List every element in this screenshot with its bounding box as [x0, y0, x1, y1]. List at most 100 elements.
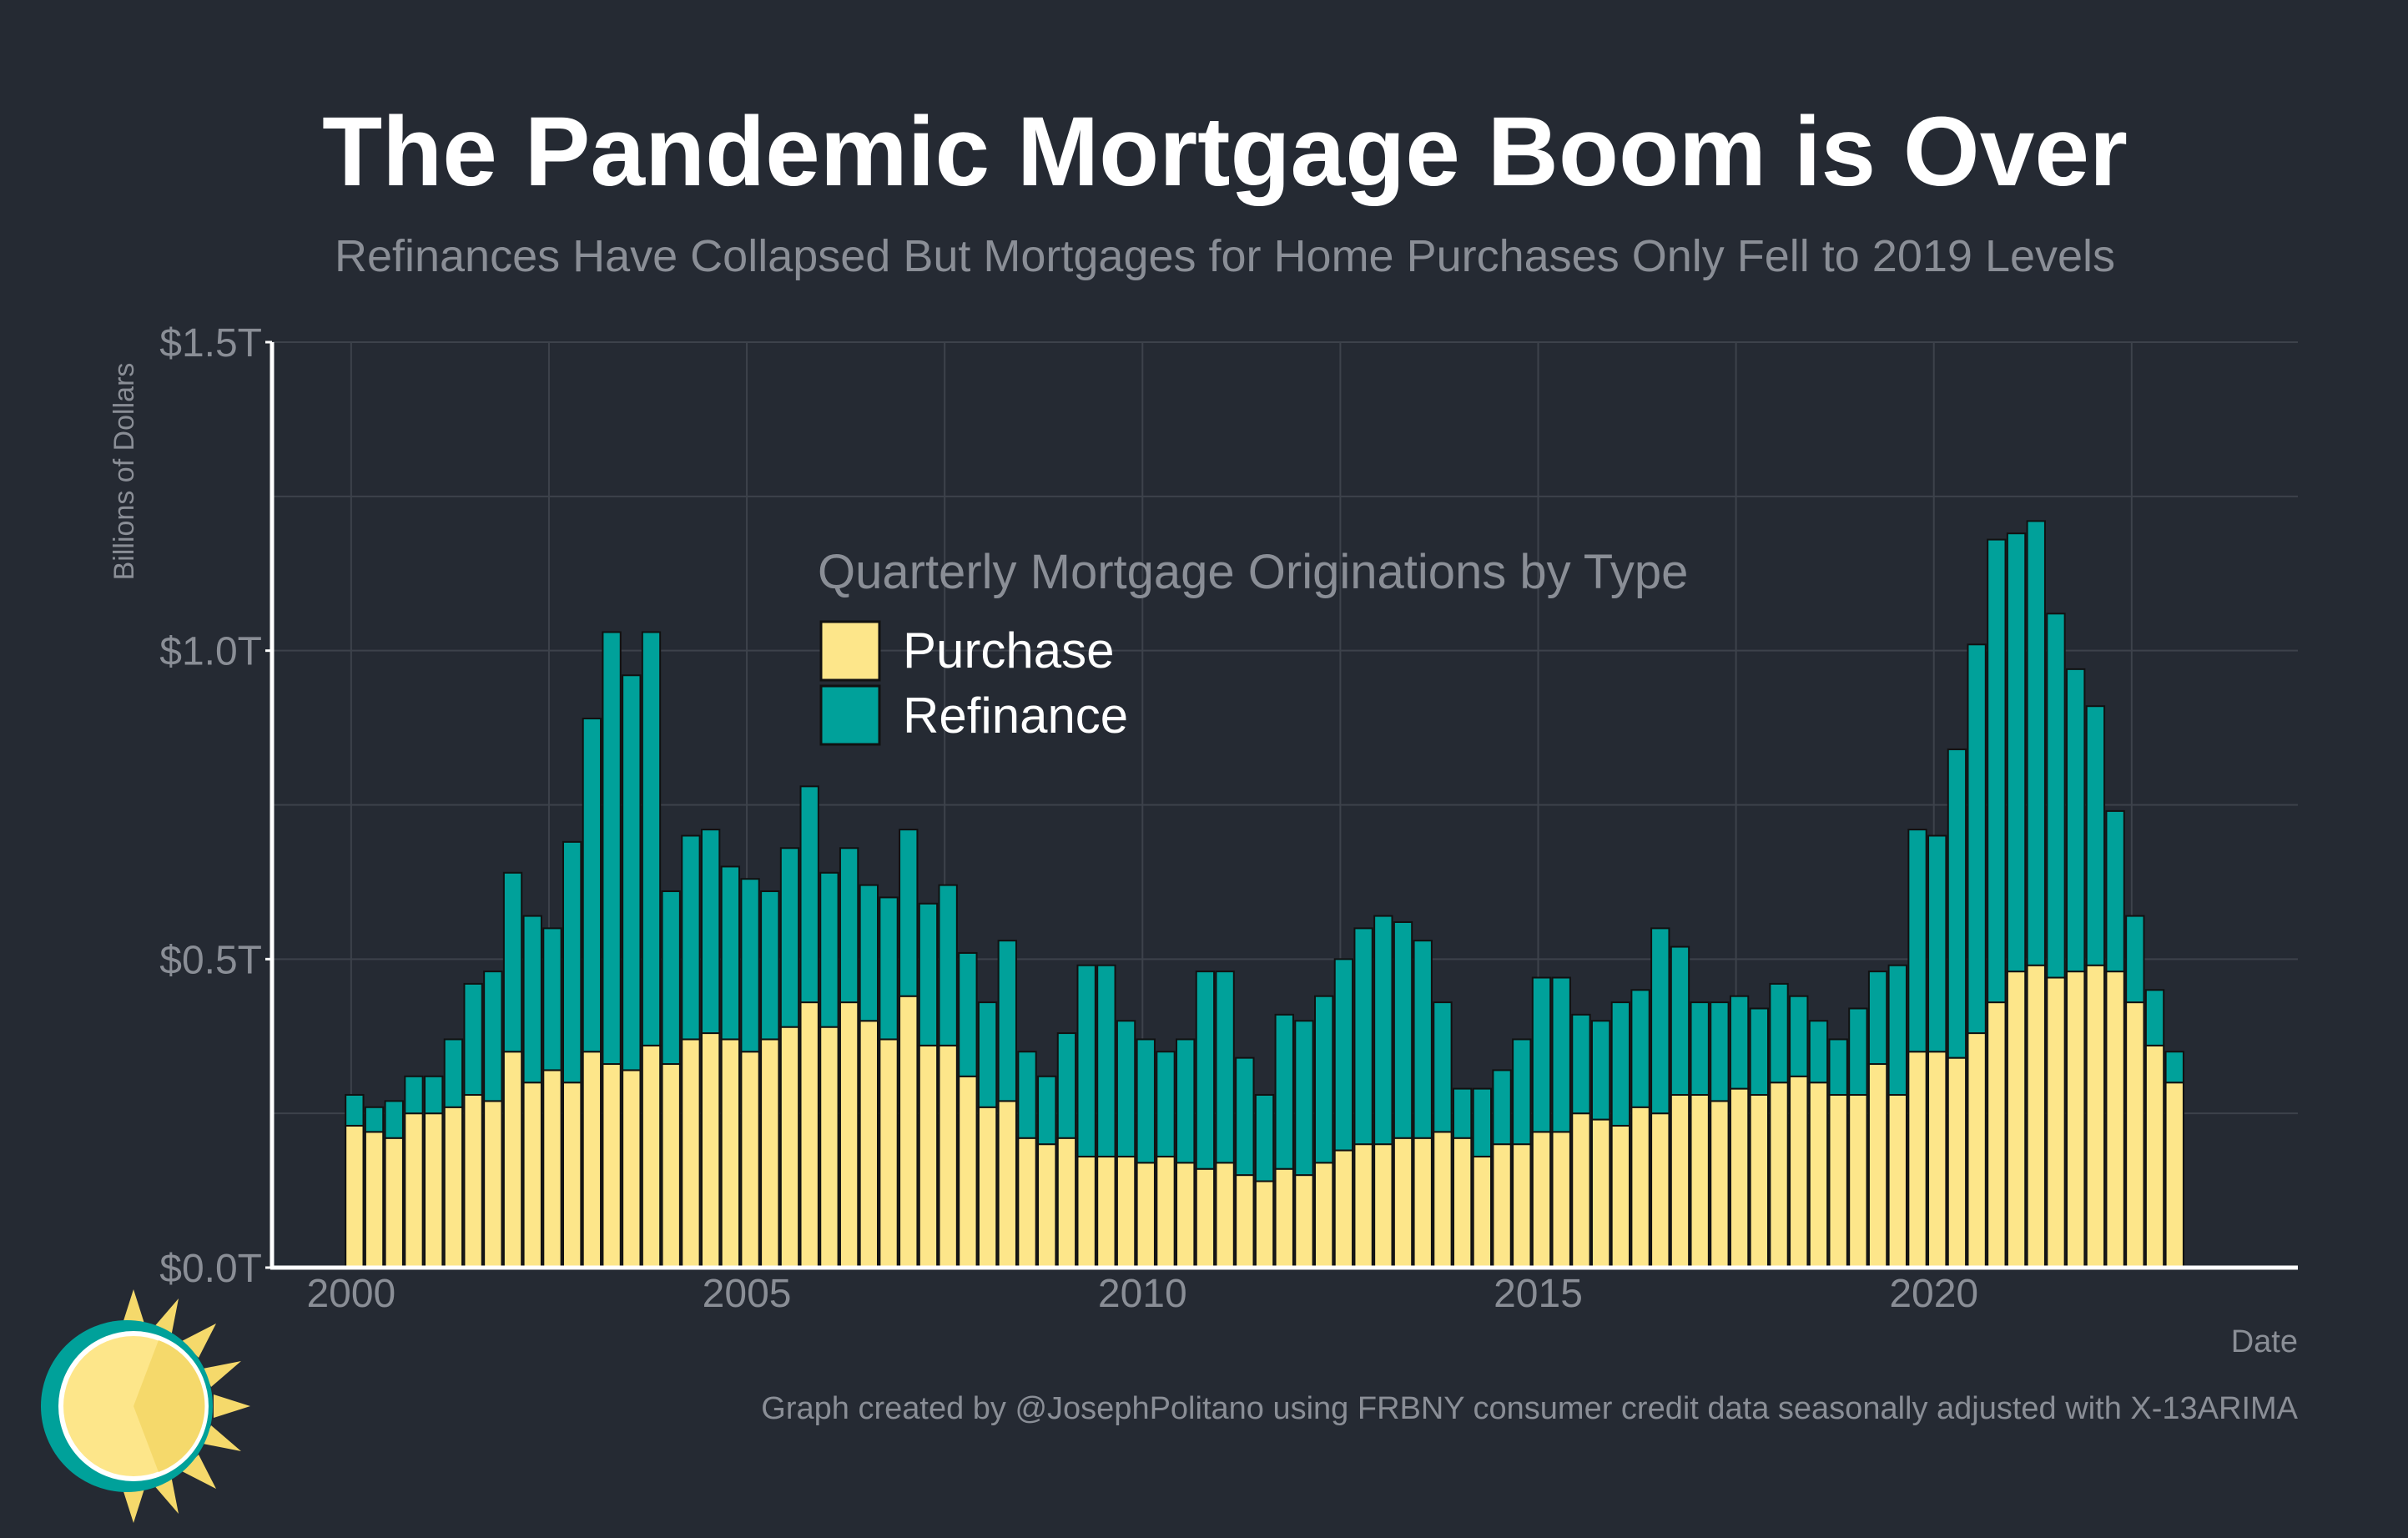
bar-refinance — [1630, 989, 1650, 1108]
bar-purchase — [641, 1044, 662, 1268]
bar-refinance — [1176, 1038, 1196, 1164]
bar-purchase — [602, 1063, 622, 1269]
bar-refinance — [522, 915, 542, 1084]
bar-refinance — [859, 884, 879, 1022]
bar-purchase — [1630, 1106, 1650, 1268]
chart-title: The Pandemic Mortgage Boom is Over — [322, 97, 2128, 207]
bar-purchase — [1333, 1149, 1354, 1268]
bar-refinance — [1472, 1087, 1493, 1157]
bar-refinance — [1967, 643, 1987, 1035]
bar-purchase — [2046, 976, 2066, 1268]
bar-refinance — [424, 1075, 444, 1115]
bar-purchase — [1848, 1093, 1868, 1269]
bar-purchase — [1749, 1093, 1769, 1269]
bar-refinance — [404, 1075, 424, 1115]
bar-refinance — [1156, 1051, 1176, 1157]
bar-purchase — [799, 1001, 819, 1268]
bar-refinance — [1690, 1001, 1710, 1096]
bar-purchase — [2066, 971, 2086, 1268]
bar-refinance — [1887, 964, 1907, 1096]
bar-refinance — [700, 829, 721, 1035]
bar-purchase — [522, 1082, 542, 1268]
bar-refinance — [1867, 971, 1888, 1066]
bar-refinance — [1215, 971, 1235, 1164]
bar-purchase — [345, 1124, 365, 1269]
sun-logo-icon — [41, 1289, 250, 1523]
bar-purchase — [958, 1075, 978, 1268]
bar-purchase — [1710, 1100, 1730, 1268]
bar-refinance — [1116, 1020, 1136, 1157]
bar-purchase — [463, 1093, 483, 1269]
bar-refinance — [1254, 1093, 1275, 1182]
bar-refinance — [1650, 927, 1670, 1115]
bar-purchase — [364, 1131, 385, 1269]
bar-purchase — [1156, 1155, 1176, 1269]
bar-refinance — [463, 982, 483, 1096]
bar-refinance — [1195, 971, 1216, 1170]
bar-purchase — [1195, 1167, 1216, 1268]
bar-refinance — [819, 871, 839, 1028]
bar-purchase — [681, 1038, 701, 1268]
bar-refinance — [1314, 995, 1334, 1164]
bar-purchase — [1373, 1143, 1393, 1268]
bar-refinance — [1373, 915, 1393, 1146]
bar-purchase — [443, 1106, 464, 1268]
bar-purchase — [1215, 1162, 1235, 1269]
bar-purchase — [1927, 1051, 1947, 1268]
y-tick-labels: $0.0T $0.5T $1.0T $1.5T — [159, 321, 272, 1291]
bar-refinance — [582, 717, 602, 1053]
bar-purchase — [622, 1069, 642, 1268]
legend-label-refinance: Refinance — [903, 688, 1128, 744]
bar-purchase — [1610, 1124, 1631, 1269]
bar-purchase — [661, 1063, 681, 1269]
bar-purchase — [1690, 1093, 1710, 1269]
bar-refinance — [1729, 995, 1750, 1090]
x-tick-label: 2000 — [306, 1272, 395, 1316]
x-tick-labels: 2000 2005 2010 2015 2020 — [306, 1272, 1978, 1316]
y-tick-label: $1.0T — [159, 630, 262, 674]
bar-refinance — [602, 631, 622, 1066]
bar-purchase — [384, 1137, 404, 1268]
bar-purchase — [2164, 1082, 2184, 1268]
bar-purchase — [1670, 1093, 1690, 1269]
bar-refinance — [443, 1038, 464, 1108]
bar-purchase — [1808, 1082, 1829, 1268]
bar-purchase — [1254, 1180, 1275, 1268]
bar-refinance — [918, 902, 939, 1046]
bar-refinance — [899, 829, 919, 997]
bar-refinance — [1907, 829, 1927, 1053]
bar-purchase — [760, 1038, 780, 1268]
legend-swatch-refinance — [819, 684, 881, 746]
bar-refinance — [1808, 1020, 1829, 1084]
bar-purchase — [2144, 1044, 2165, 1268]
bar-purchase — [562, 1082, 582, 1268]
bar-refinance — [562, 840, 582, 1084]
bar-purchase — [1176, 1162, 1196, 1269]
bar-purchase — [1274, 1167, 1294, 1268]
bar-refinance — [1947, 748, 1967, 1059]
bar-refinance — [2006, 532, 2027, 973]
bar-purchase — [1887, 1093, 1907, 1269]
bar-refinance — [1590, 1020, 1611, 1121]
bar-purchase — [1987, 1001, 2007, 1268]
bar-refinance — [1274, 1013, 1294, 1170]
bar-purchase — [1867, 1063, 1888, 1269]
bar-purchase — [1828, 1093, 1848, 1269]
bar-purchase — [1571, 1112, 1591, 1268]
bar-purchase — [977, 1106, 998, 1268]
bar-refinance — [1235, 1056, 1255, 1177]
bar-purchase — [938, 1044, 958, 1268]
bar-purchase — [2026, 964, 2046, 1269]
bar-refinance — [1670, 945, 1690, 1096]
bar-refinance — [1037, 1075, 1057, 1146]
bar-purchase — [1393, 1137, 1413, 1268]
bar-refinance — [1610, 1001, 1631, 1127]
bar-purchase — [1136, 1162, 1156, 1269]
bar-refinance — [1136, 1038, 1156, 1164]
legend-label-purchase: Purchase — [903, 623, 1114, 678]
legend: Quarterly Mortgage Originations by Type … — [818, 545, 1688, 746]
bar-purchase — [740, 1051, 760, 1268]
bar-refinance — [977, 1001, 998, 1108]
bar-refinance — [1710, 1001, 1730, 1102]
